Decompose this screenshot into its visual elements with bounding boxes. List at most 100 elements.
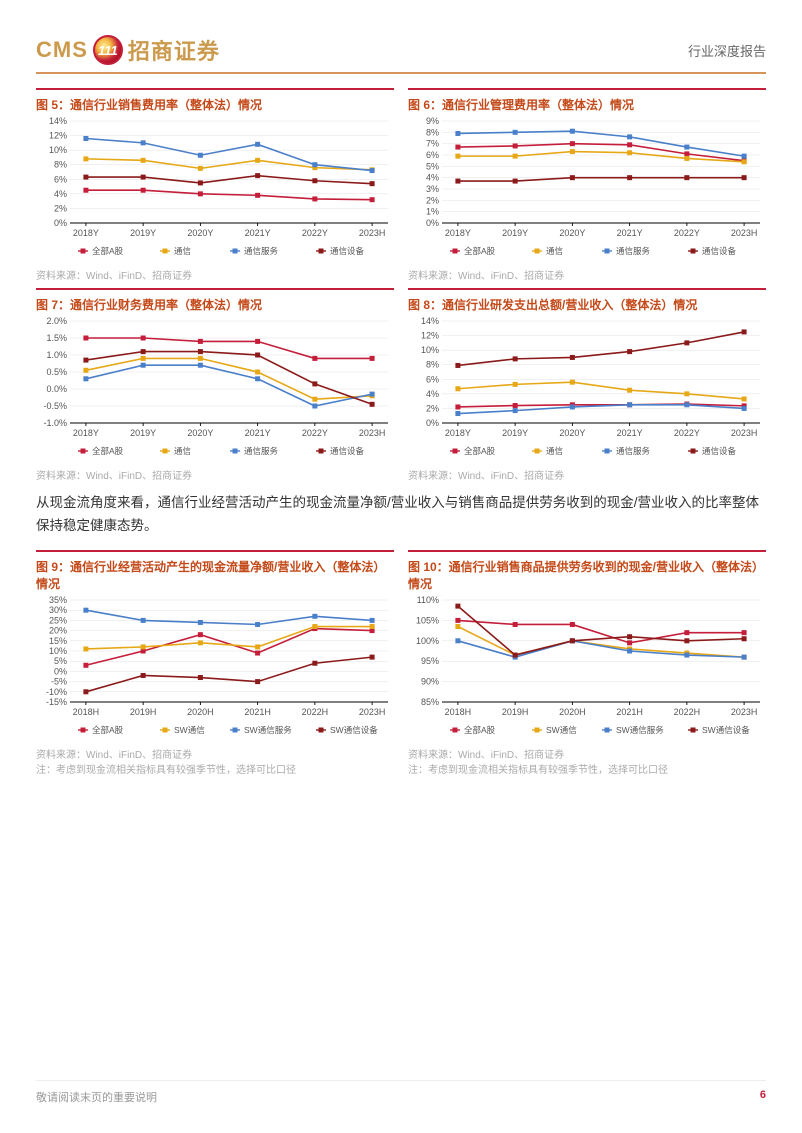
svg-text:7%: 7% (426, 139, 439, 149)
svg-text:2018Y: 2018Y (73, 428, 99, 438)
svg-text:2019H: 2019H (502, 707, 529, 717)
chart-svg: 85%90%95%100%105%110%2018H2019H2020H2021… (408, 596, 766, 744)
svg-text:1%: 1% (426, 207, 439, 217)
svg-text:2019Y: 2019Y (130, 428, 156, 438)
svg-text:2021Y: 2021Y (245, 428, 271, 438)
svg-text:通信服务: 通信服务 (244, 446, 279, 456)
svg-text:12%: 12% (421, 331, 439, 341)
svg-text:4%: 4% (54, 189, 67, 199)
chart-row: 图 9：通信行业经营活动产生的现金流量净额/营业收入（整体法）情况-15%-10… (36, 550, 766, 776)
svg-text:通信: 通信 (546, 446, 564, 456)
svg-text:2.0%: 2.0% (46, 317, 67, 326)
svg-text:通信设备: 通信设备 (330, 446, 365, 456)
chart-title: 图 10：通信行业销售商品提供劳务收到的现金/营业收入（整体法）情况 (408, 552, 766, 596)
chart-plotarea: 0%2%4%6%8%10%12%14%2018Y2019Y2020Y2021Y2… (36, 117, 394, 265)
fig6: 图 6：通信行业管理费用率（整体法）情况0%1%2%3%4%5%6%7%8%9%… (408, 88, 766, 282)
svg-text:SW通信设备: SW通信设备 (330, 725, 378, 735)
svg-text:5%: 5% (54, 656, 67, 666)
svg-text:通信设备: 通信设备 (330, 246, 365, 256)
svg-text:2021Y: 2021Y (245, 228, 271, 238)
svg-text:2023H: 2023H (359, 228, 386, 238)
svg-text:2018H: 2018H (73, 707, 100, 717)
chart-svg: -15%-10%-5%0%5%10%15%20%25%30%35%2018H20… (36, 596, 394, 744)
svg-text:2022H: 2022H (674, 707, 701, 717)
svg-text:6%: 6% (426, 374, 439, 384)
svg-text:2021Y: 2021Y (617, 428, 643, 438)
chart-plotarea: 0%2%4%6%8%10%12%14%2018Y2019Y2020Y2021Y2… (408, 317, 766, 465)
svg-text:1.0%: 1.0% (46, 350, 67, 360)
svg-text:2023H: 2023H (731, 707, 758, 717)
svg-text:2021Y: 2021Y (617, 228, 643, 238)
chart-note: 注：考虑到现金流相关指标具有较强季节性，选择可比口径 (408, 761, 766, 776)
svg-text:通信服务: 通信服务 (616, 246, 651, 256)
svg-text:95%: 95% (421, 656, 439, 666)
svg-text:2022Y: 2022Y (302, 228, 328, 238)
chart-plotarea: 85%90%95%100%105%110%2018H2019H2020H2021… (408, 596, 766, 744)
svg-text:0%: 0% (426, 418, 439, 428)
chart-plotarea: -1.0%-0.5%0.0%0.5%1.0%1.5%2.0%2018Y2019Y… (36, 317, 394, 465)
svg-text:2020H: 2020H (187, 707, 214, 717)
svg-text:2020H: 2020H (559, 707, 586, 717)
page-header: CMS 111 招商证券 行业深度报告 (36, 34, 766, 74)
chart-source: 资料来源：Wind、iFinD、招商证券 (36, 265, 394, 282)
svg-text:10%: 10% (421, 345, 439, 355)
chart-svg: 0%2%4%6%8%10%12%14%2018Y2019Y2020Y2021Y2… (36, 117, 394, 265)
fig7: 图 7：通信行业财务费用率（整体法）情况-1.0%-0.5%0.0%0.5%1.… (36, 288, 394, 482)
chart-source: 资料来源：Wind、iFinD、招商证券 (36, 744, 394, 761)
svg-text:通信服务: 通信服务 (616, 446, 651, 456)
chart-row: 图 5：通信行业销售费用率（整体法）情况0%2%4%6%8%10%12%14%2… (36, 88, 766, 282)
chart-plotarea: 0%1%2%3%4%5%6%7%8%9%2018Y2019Y2020Y2021Y… (408, 117, 766, 265)
svg-text:12%: 12% (49, 131, 67, 141)
brand-cn-text: 招商证券 (128, 34, 220, 66)
svg-text:2019Y: 2019Y (130, 228, 156, 238)
svg-text:90%: 90% (421, 676, 439, 686)
chart-source: 资料来源：Wind、iFinD、招商证券 (36, 465, 394, 482)
svg-text:25%: 25% (49, 615, 67, 625)
svg-text:2018Y: 2018Y (445, 228, 471, 238)
svg-text:通信服务: 通信服务 (244, 246, 279, 256)
svg-text:通信: 通信 (546, 246, 564, 256)
svg-text:110%: 110% (417, 596, 439, 605)
chart-source: 资料来源：Wind、iFinD、招商证券 (408, 465, 766, 482)
svg-text:0.5%: 0.5% (46, 367, 67, 377)
svg-text:-10%: -10% (46, 687, 67, 697)
svg-text:8%: 8% (426, 360, 439, 370)
page-footer: 敬请阅读末页的重要说明 6 (36, 1080, 766, 1105)
svg-text:2018Y: 2018Y (445, 428, 471, 438)
svg-text:2020Y: 2020Y (187, 428, 213, 438)
svg-text:SW通信服务: SW通信服务 (616, 725, 664, 735)
svg-text:2023H: 2023H (359, 707, 386, 717)
chart-title: 图 7：通信行业财务费用率（整体法）情况 (36, 290, 394, 317)
charts-container: 图 5：通信行业销售费用率（整体法）情况0%2%4%6%8%10%12%14%2… (36, 88, 766, 776)
svg-text:15%: 15% (49, 636, 67, 646)
svg-text:2023H: 2023H (731, 228, 758, 238)
brand-logo-icon: 111 (93, 35, 123, 65)
svg-text:全部A股: 全部A股 (92, 446, 124, 456)
chart-svg: -1.0%-0.5%0.0%0.5%1.0%1.5%2.0%2018Y2019Y… (36, 317, 394, 465)
svg-text:10%: 10% (49, 145, 67, 155)
fig8: 图 8：通信行业研发支出总额/营业收入（整体法）情况0%2%4%6%8%10%1… (408, 288, 766, 482)
svg-text:全部A股: 全部A股 (464, 725, 496, 735)
svg-text:0%: 0% (54, 218, 67, 228)
svg-text:2022Y: 2022Y (674, 228, 700, 238)
chart-row: 图 7：通信行业财务费用率（整体法）情况-1.0%-0.5%0.0%0.5%1.… (36, 288, 766, 482)
svg-text:2019Y: 2019Y (502, 228, 528, 238)
svg-text:2021H: 2021H (616, 707, 643, 717)
svg-text:2018Y: 2018Y (73, 228, 99, 238)
svg-text:全部A股: 全部A股 (464, 446, 496, 456)
svg-text:30%: 30% (49, 605, 67, 615)
brand-cms-text: CMS (36, 37, 88, 63)
svg-text:3%: 3% (426, 184, 439, 194)
svg-text:14%: 14% (49, 117, 67, 126)
svg-text:0.0%: 0.0% (46, 384, 67, 394)
svg-text:100%: 100% (416, 636, 439, 646)
svg-text:SW通信: SW通信 (174, 725, 205, 735)
svg-text:0%: 0% (426, 218, 439, 228)
svg-text:4%: 4% (426, 389, 439, 399)
svg-text:2022Y: 2022Y (302, 428, 328, 438)
svg-text:2022H: 2022H (302, 707, 329, 717)
svg-text:全部A股: 全部A股 (464, 246, 496, 256)
svg-text:2023H: 2023H (731, 428, 758, 438)
svg-text:SW通信服务: SW通信服务 (244, 725, 292, 735)
svg-text:2022Y: 2022Y (674, 428, 700, 438)
